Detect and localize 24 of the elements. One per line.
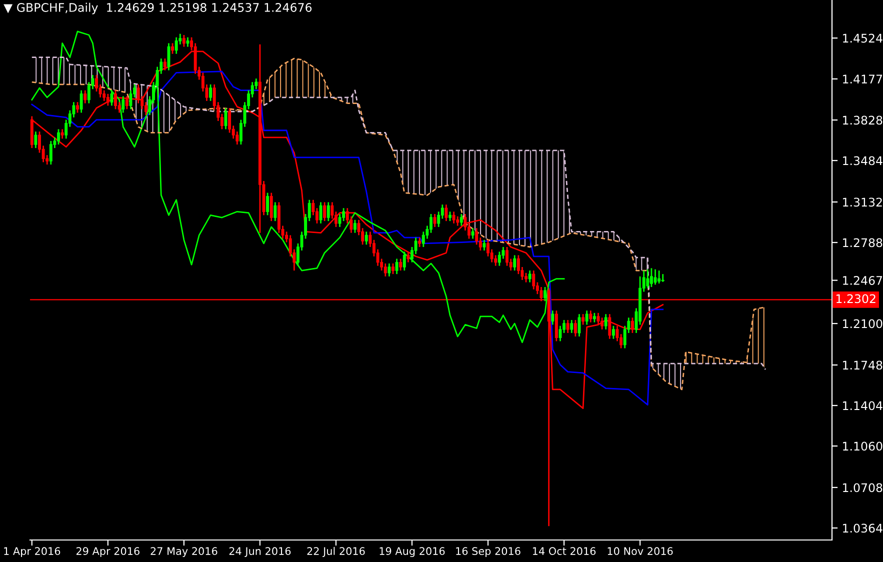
x-tick-label: 27 May 2016 <box>150 547 218 558</box>
y-tick-label: 1.0364 <box>843 524 882 533</box>
x-tick-label: 10 Nov 2016 <box>608 547 673 556</box>
ref-line-label: 1.2302 <box>836 294 876 304</box>
y-tick-label: 1.3828 <box>843 116 882 125</box>
x-tick-label: 1 Apr 2016 <box>4 547 60 558</box>
y-tick-label: 1.2467 <box>843 276 882 285</box>
y-tick-label: 1.1748 <box>843 360 882 370</box>
y-tick-label: 1.4177 <box>843 74 882 84</box>
y-tick-label: 1.3132 <box>843 198 882 207</box>
x-tick-label: 24 Jun 2016 <box>229 547 291 557</box>
x-tick-label: 29 Apr 2016 <box>76 547 140 558</box>
x-tick-label: 22 Jul 2016 <box>307 546 365 557</box>
y-tick-label: 1.3484 <box>843 156 882 166</box>
y-tick-label: 1.2788 <box>843 238 882 248</box>
chart-title: ▼ GBPCHF,Daily 1.24629 1.25198 1.24537 1.24676 <box>4 2 312 14</box>
x-tick-label: 14 Oct 2016 <box>532 547 596 556</box>
y-tick-label: 1.1060 <box>843 442 882 451</box>
x-tick-label: 16 Sep 2016 <box>456 547 520 558</box>
y-tick-label: 1.0708 <box>843 483 882 492</box>
x-tick-label: 19 Aug 2016 <box>380 547 445 558</box>
y-tick-label: 1.4524 <box>843 34 882 43</box>
y-tick-label: 1.1404 <box>843 401 882 410</box>
y-tick-label: 1.2100 <box>843 319 882 328</box>
